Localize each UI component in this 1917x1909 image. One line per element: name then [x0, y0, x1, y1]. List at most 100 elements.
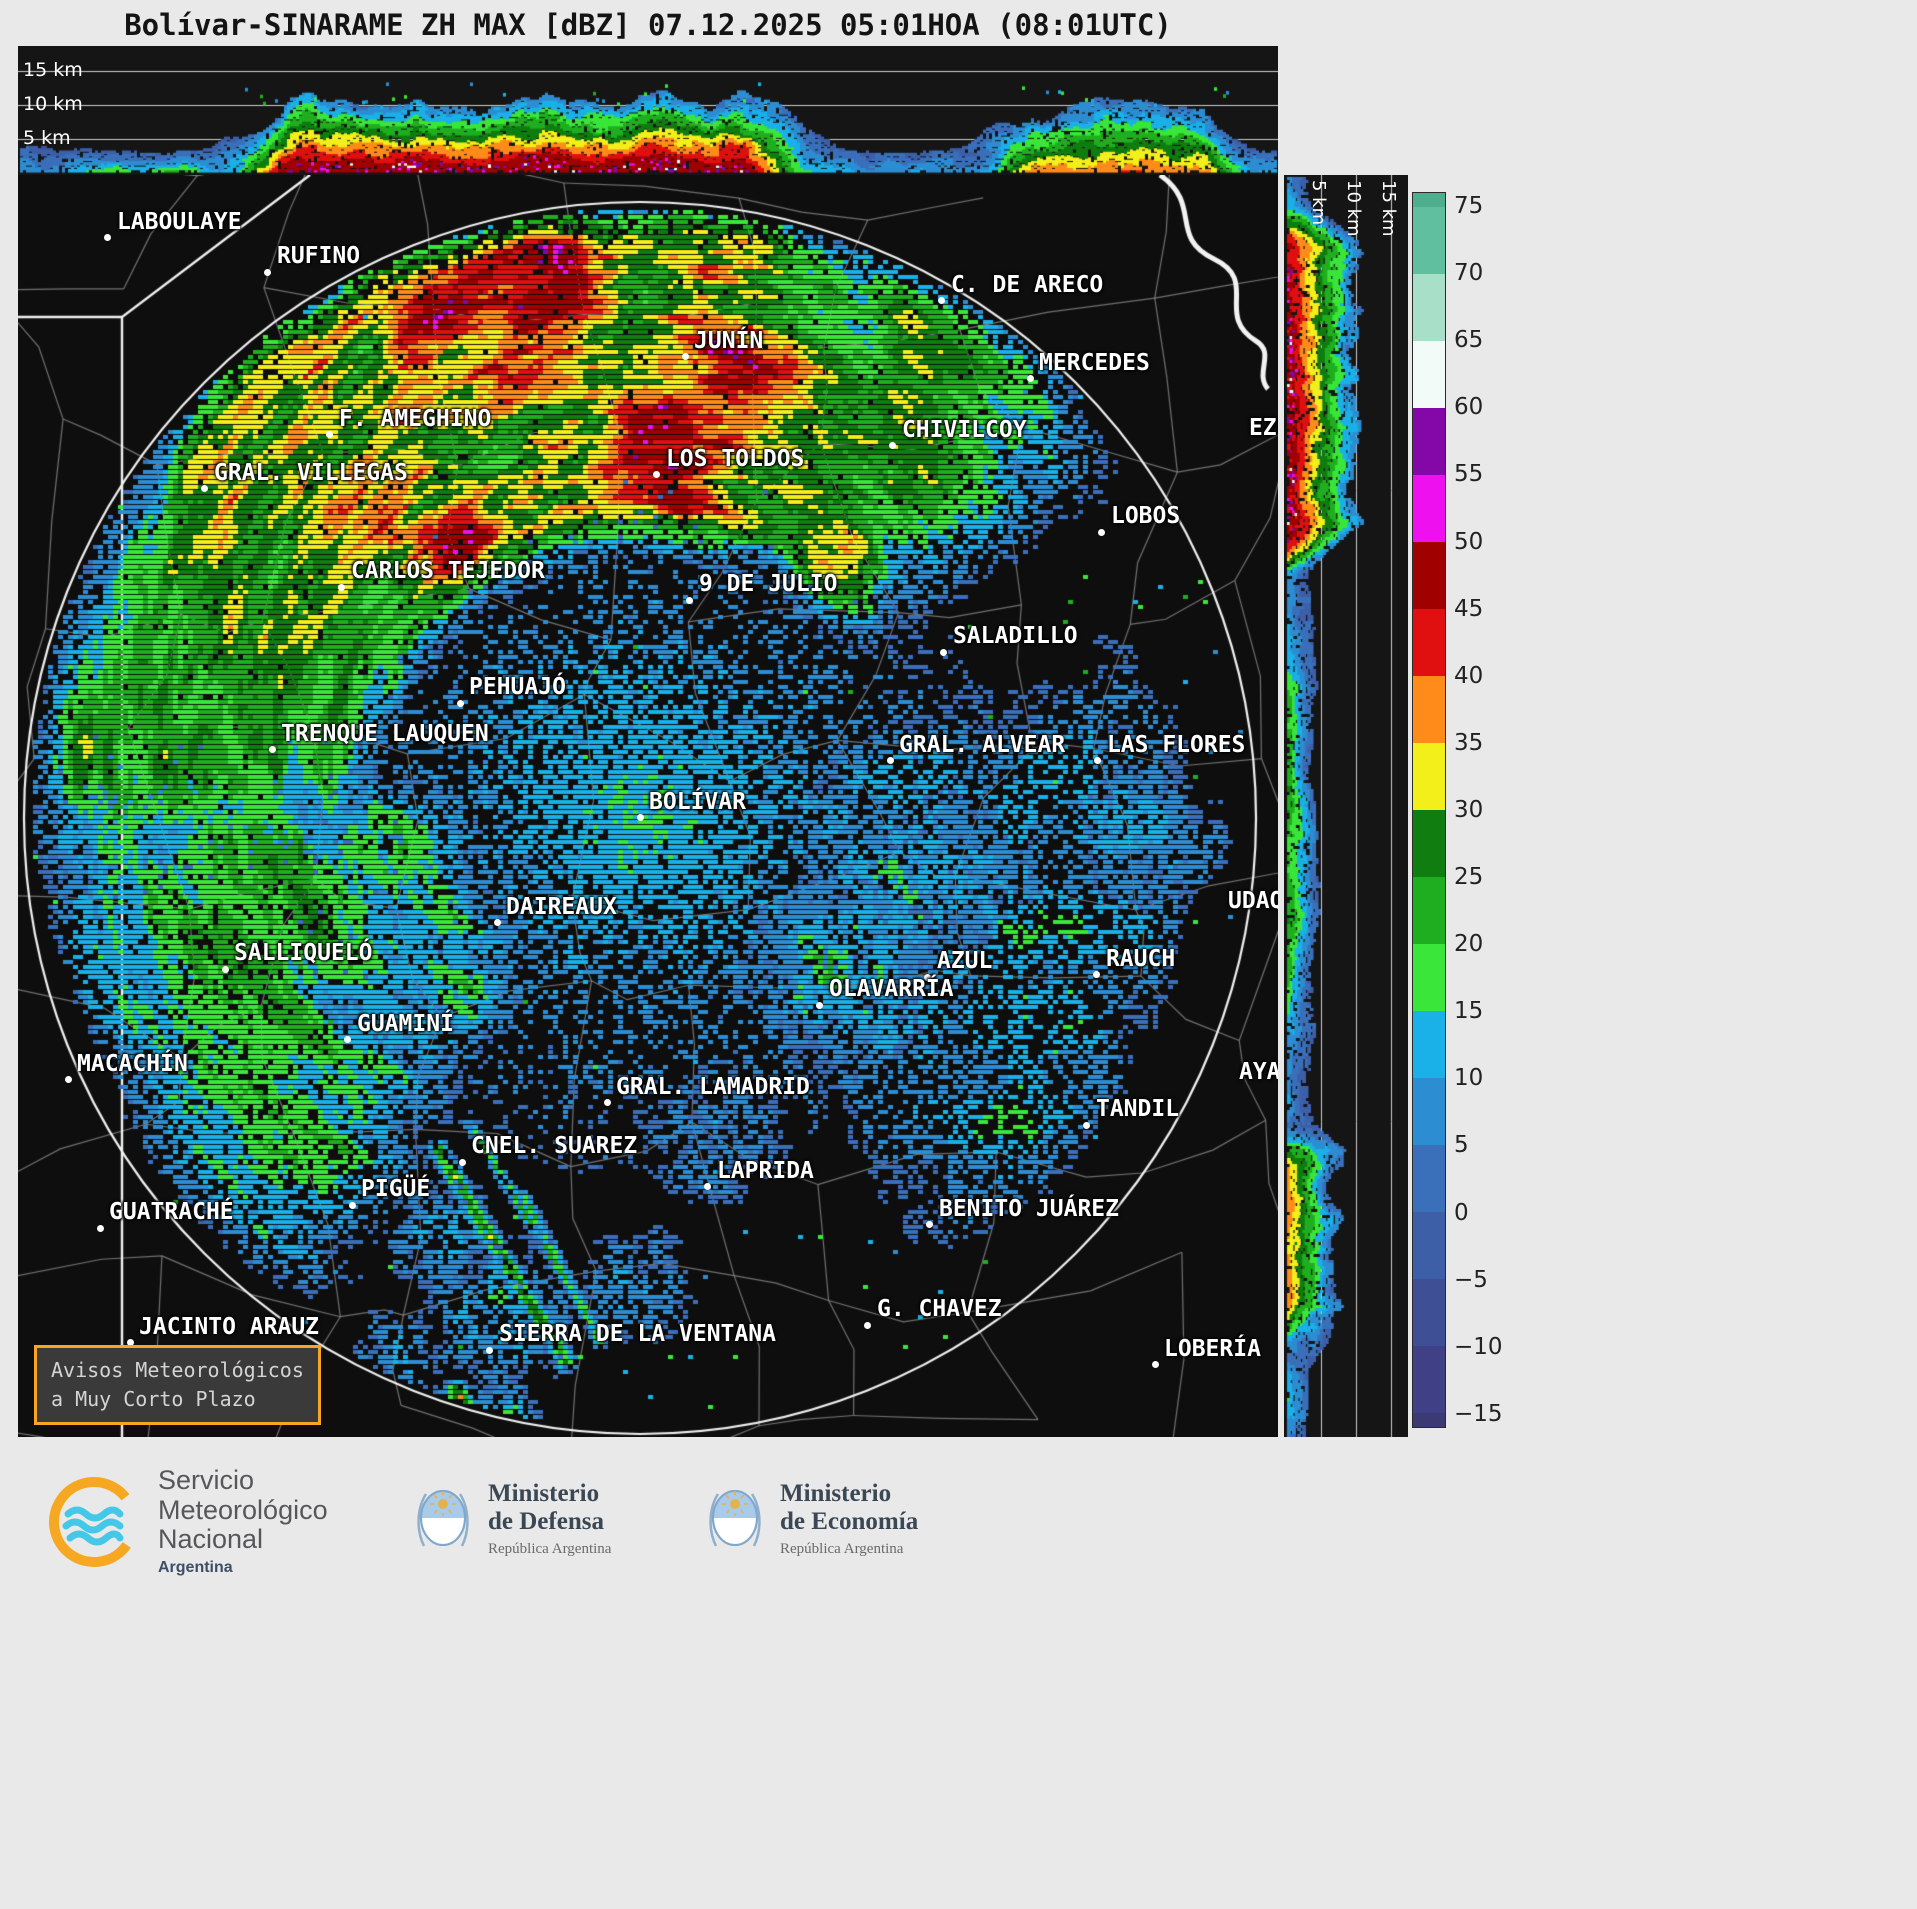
city-label: LAS FLORES: [1106, 731, 1246, 758]
ministry-defensa-block: Ministerio de Defensa República Argentin…: [414, 1480, 611, 1558]
top-cross-section-panel: 15 km 10 km 5 km: [18, 46, 1278, 175]
city-marker: [64, 1076, 72, 1084]
city-label: AYACUCHO: [1238, 1058, 1278, 1085]
colorbar-tick-label: 70: [1454, 260, 1484, 287]
city-marker: [348, 1201, 356, 1209]
colorbar-segment: [1413, 1010, 1445, 1078]
radar-map-canvas: [18, 175, 1278, 1437]
city-marker: [1098, 528, 1106, 536]
colorbar-segment: [1413, 1278, 1445, 1346]
smn-country-label: Argentina: [158, 1559, 233, 1577]
city-label: CHIVILCOY: [901, 416, 1027, 443]
city-label: SALADILLO: [952, 623, 1078, 650]
colorbar-tick-label: 40: [1454, 662, 1484, 689]
colorbar-segment: [1413, 943, 1445, 1011]
city-marker: [889, 442, 897, 450]
city-label: GRAL. VILLEGAS: [213, 459, 408, 486]
height-axis-label: 15 km: [23, 59, 83, 81]
dbz-colorbar: [1412, 192, 1446, 1428]
city-marker: [1151, 1361, 1159, 1369]
city-label: F. AMEGHINO: [338, 405, 492, 432]
city-marker: [653, 471, 661, 479]
ministry-sub-label: República Argentina: [488, 1541, 612, 1557]
city-label: LABOULAYE: [116, 208, 242, 235]
city-marker: [221, 965, 229, 973]
smn-logo-block: Servicio Meteorológico Nacional Argentin…: [46, 1465, 328, 1577]
city-layer: LABOULAYE RUFINO C. DE ARECO JUNÍN MERCEDES F…: [18, 175, 1278, 1437]
right-cross-section-panel: 5 km 10 km 15 km: [1284, 175, 1408, 1437]
city-label: 9 DE JULIO: [698, 571, 838, 598]
ministry-name-line: de Defensa: [488, 1508, 604, 1535]
top-cross-section-canvas: [18, 46, 1278, 175]
city-marker: [486, 1346, 494, 1354]
city-marker: [456, 699, 464, 707]
argentina-shield-icon: [709, 1490, 761, 1547]
colorbar-segment: [1413, 1345, 1445, 1413]
city-marker: [264, 268, 272, 276]
city-label: AZUL: [936, 948, 993, 974]
colorbar-segment: [1413, 742, 1445, 810]
smn-logo-icon: [49, 1476, 139, 1567]
colorbar-segment: [1413, 1144, 1445, 1212]
city-label: GUATRACHÉ: [109, 1199, 234, 1225]
ministry-name-line: Ministerio: [780, 1480, 892, 1507]
dbz-colorbar-ticks: 75 70 65 60 55 50 45 40 35 30 25 20 15 10 5 0 −5 −10 −15: [1454, 192, 1524, 1428]
height-axis-label: 5 km: [23, 127, 71, 149]
colorbar-tick-label: 55: [1454, 461, 1484, 488]
colorbar-segment: [1413, 809, 1445, 877]
city-label: GUAMINÍ: [356, 1010, 454, 1037]
colorbar-tick-label: 35: [1454, 729, 1484, 756]
city-marker: [1083, 1121, 1091, 1129]
warning-line: Avisos Meteorológicos: [51, 1358, 304, 1382]
colorbar-tick-label: 45: [1454, 595, 1484, 622]
city-marker: [938, 297, 946, 305]
city-label: RAUCH: [1105, 945, 1176, 972]
city-marker: [104, 234, 112, 242]
city-marker: [816, 1001, 824, 1009]
city-label: TRENQUE LAUQUEN: [281, 720, 489, 747]
colorbar-segment: [1413, 541, 1445, 609]
colorbar-tick-label: 15: [1454, 998, 1484, 1025]
city-marker: [603, 1099, 611, 1107]
colorbar-segment: [1413, 474, 1445, 542]
colorbar-tick-label: 25: [1454, 864, 1484, 890]
city-marker: [924, 973, 932, 981]
colorbar-tick-label: 50: [1454, 528, 1484, 555]
height-axis-label: 15 km: [1378, 180, 1399, 237]
colorbar-segment: [1413, 608, 1445, 676]
smn-name-line: Nacional: [158, 1524, 264, 1555]
city-marker: [926, 1221, 934, 1229]
ministry-economia-block: Ministerio de Economía República Argenti…: [706, 1480, 918, 1558]
colorbar-tick-label: 5: [1454, 1132, 1469, 1159]
city-label: UDAQUIOLA: [1228, 887, 1278, 914]
colorbar-tick-label: 20: [1454, 931, 1484, 958]
city-label: GRAL. ALVEAR: [899, 731, 1066, 758]
city-label: GRAL. LAMADRID: [616, 1073, 810, 1100]
city-label: BENITO JUÁREZ: [938, 1195, 1119, 1222]
city-marker: [126, 1339, 134, 1347]
city-label: LAPRIDA: [716, 1157, 814, 1184]
city-label: TANDIL: [1095, 1096, 1180, 1123]
smn-name-line: Servicio: [158, 1465, 255, 1495]
city-marker: [338, 583, 346, 591]
city-label: EZEIZA: [1248, 414, 1278, 441]
colorbar-tick-label: −10: [1454, 1333, 1503, 1360]
city-marker: [1093, 971, 1101, 979]
city-marker: [96, 1224, 104, 1232]
city-marker: [1026, 375, 1034, 383]
city-label: BOLÍVAR: [649, 788, 746, 815]
colorbar-tick-label: 10: [1454, 1065, 1484, 1092]
city-label: G. CHAVEZ: [876, 1296, 1002, 1323]
city-label: SALLIQUELÓ: [234, 940, 373, 967]
city-marker: [201, 485, 209, 493]
city-marker: [704, 1183, 712, 1191]
argentina-shield-icon: [417, 1490, 469, 1547]
colorbar-segment: [1413, 1211, 1445, 1279]
colorbar-segment: [1413, 193, 1445, 207]
colorbar-segment: [1413, 1412, 1445, 1427]
city-marker: [681, 353, 689, 361]
city-label: RUFINO: [276, 243, 361, 270]
colorbar-segment: [1413, 273, 1445, 341]
city-label: PIGÜÉ: [361, 1176, 431, 1203]
